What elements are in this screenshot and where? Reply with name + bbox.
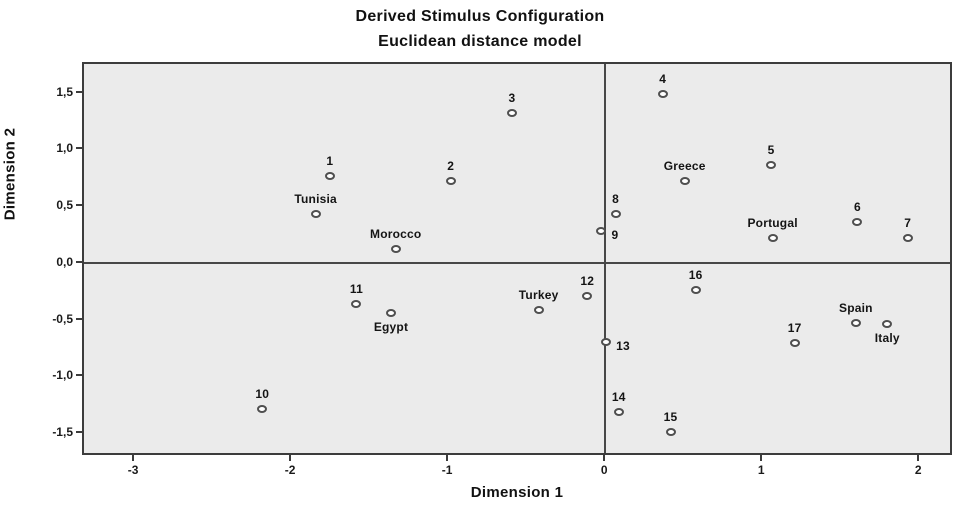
data-point bbox=[690, 286, 701, 295]
plot-area: 1 2 3 4 5 6 7 8 9 10 11 12 13 14 15 16 17 Tunisia Morocco E… bbox=[82, 62, 952, 455]
data-point-label: 2 bbox=[447, 158, 455, 173]
data-point-label: 11 bbox=[349, 281, 363, 296]
data-point bbox=[767, 233, 778, 242]
data-point-label: 10 bbox=[255, 387, 270, 402]
data-point bbox=[351, 299, 362, 308]
x-tick-label: 2 bbox=[914, 463, 922, 477]
y-tick-label: 0,0 bbox=[56, 254, 73, 269]
data-point-label: Spain bbox=[839, 300, 873, 315]
data-point-label: 12 bbox=[580, 273, 595, 288]
data-point-label: Tunisia bbox=[294, 191, 337, 206]
data-point-label: 15 bbox=[663, 410, 678, 424]
data-point-label: 7 bbox=[904, 215, 912, 230]
y-tick-label: -0,5 bbox=[52, 311, 73, 326]
y-tick-mark bbox=[76, 204, 82, 207]
y-tick-label: -1,5 bbox=[52, 425, 73, 440]
data-point bbox=[665, 428, 676, 436]
data-point bbox=[850, 318, 861, 327]
y-tick-mark bbox=[76, 90, 82, 93]
x-tick-mark bbox=[917, 455, 920, 461]
data-point bbox=[657, 89, 668, 98]
x-tick-label: -2 bbox=[284, 463, 296, 477]
x-tick-label: -3 bbox=[127, 463, 139, 477]
data-point-label: Morocco bbox=[370, 227, 422, 242]
data-point-label: 13 bbox=[616, 339, 630, 354]
x-axis-title: Dimension 1 bbox=[470, 484, 564, 501]
y-tick-mark bbox=[76, 431, 82, 434]
data-point-label: Turkey bbox=[518, 288, 559, 303]
data-point-label: 14 bbox=[611, 389, 626, 404]
x-tick-mark bbox=[760, 455, 763, 461]
data-point bbox=[766, 161, 777, 170]
data-point bbox=[679, 176, 690, 185]
data-point-label: Greece bbox=[663, 158, 706, 173]
x-tick-label: 0 bbox=[600, 463, 608, 477]
data-point bbox=[596, 226, 607, 235]
data-point bbox=[445, 176, 456, 185]
data-point-label: Portugal bbox=[747, 215, 798, 230]
data-point-label: 9 bbox=[611, 227, 619, 242]
data-point-label: 3 bbox=[508, 90, 516, 105]
data-point bbox=[506, 108, 517, 117]
data-point bbox=[582, 291, 593, 300]
y-tick-label: -1,0 bbox=[52, 368, 73, 383]
data-point bbox=[613, 407, 624, 416]
data-point-label: 1 bbox=[326, 154, 334, 169]
data-point-label: Egypt bbox=[373, 319, 409, 334]
y-tick-label: 0,5 bbox=[56, 198, 73, 213]
data-point bbox=[386, 308, 396, 317]
x-tick-mark bbox=[446, 455, 449, 461]
data-point bbox=[310, 209, 321, 218]
x-tick-mark bbox=[603, 455, 606, 461]
data-point-label: 8 bbox=[612, 191, 620, 206]
chart-subtitle: Euclidean distance model bbox=[378, 33, 582, 50]
data-point bbox=[390, 245, 401, 254]
title-block: Derived Stimulus Configuration Euclidean… bbox=[0, 8, 960, 51]
data-point bbox=[257, 405, 268, 414]
data-point bbox=[601, 338, 612, 347]
chart-title: Derived Stimulus Configuration bbox=[355, 8, 605, 25]
data-point bbox=[533, 306, 544, 315]
data-point bbox=[324, 172, 335, 181]
y-tick-mark bbox=[76, 147, 82, 150]
data-point-label: 16 bbox=[688, 268, 703, 283]
y-zero-axis-line bbox=[84, 261, 950, 264]
y-tick-label: 1,0 bbox=[56, 141, 73, 156]
data-point bbox=[789, 339, 800, 348]
data-point bbox=[610, 209, 621, 218]
data-point-label: 6 bbox=[853, 199, 861, 214]
y-tick-mark bbox=[76, 260, 82, 263]
data-point bbox=[902, 233, 913, 242]
x-tick-label: -1 bbox=[441, 463, 453, 477]
x-zero-axis-line bbox=[604, 64, 607, 453]
data-point bbox=[882, 320, 893, 329]
y-axis-title: Dimension 2 bbox=[1, 127, 19, 221]
x-tick-label: 1 bbox=[757, 463, 765, 477]
data-point-label: 5 bbox=[767, 143, 775, 158]
data-point-label: Italy bbox=[874, 331, 900, 346]
data-point-label: 17 bbox=[787, 321, 802, 336]
x-tick-mark bbox=[289, 455, 292, 461]
data-point-label: 4 bbox=[659, 71, 667, 86]
y-tick-mark bbox=[76, 374, 82, 377]
x-tick-mark bbox=[132, 455, 135, 461]
data-point bbox=[852, 217, 863, 226]
y-tick-mark bbox=[76, 317, 82, 320]
y-tick-label: 1,5 bbox=[56, 84, 73, 99]
